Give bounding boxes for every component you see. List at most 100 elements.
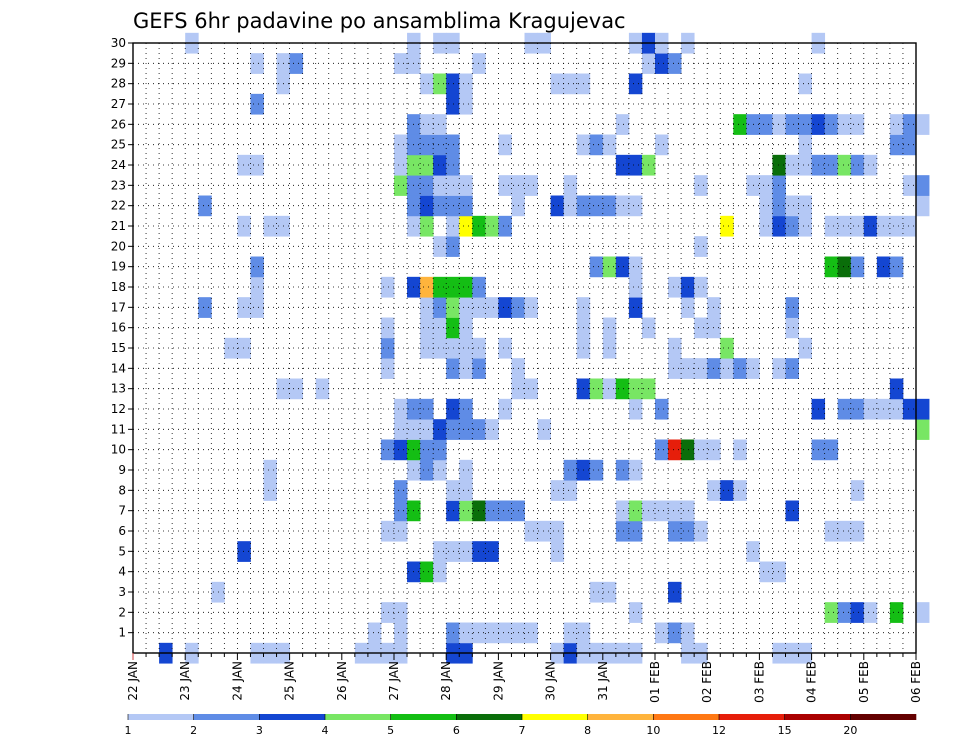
heatmap-cell [394,439,408,461]
heatmap-cell [824,439,839,461]
heatmap-cell [237,337,251,359]
legend-swatch [522,714,588,720]
heatmap-cell [420,195,434,217]
legend-label: 5 [387,724,394,737]
legend-swatch [325,714,391,720]
heatmap-cell [889,134,904,156]
heatmap-cell [772,215,786,237]
heatmap-cell [850,114,865,135]
heatmap-cell [433,297,447,318]
heatmap-cell [472,53,486,74]
y-tick-label: 1 [118,626,126,640]
y-tick-label: 12 [111,402,126,416]
heatmap-cell [759,195,773,217]
heatmap-cell [380,439,395,461]
heatmap-cell [889,256,904,278]
y-tick-label: 23 [111,178,126,192]
heatmap-cell [863,602,878,623]
heatmap-cell [446,93,460,115]
heatmap-cell [668,337,682,359]
heatmap-cell [446,215,460,237]
legend-swatch [784,714,851,720]
heatmap-cell [798,134,812,156]
heatmap-cell [420,561,434,583]
heatmap-cell [498,500,512,522]
heatmap-cell [380,358,395,379]
heatmap-cell [446,317,460,339]
heatmap-cell [394,520,408,542]
heatmap-cell [472,297,486,318]
heatmap-cell [615,520,630,542]
heatmap-cell [720,480,734,501]
heatmap-cell [615,500,630,522]
heatmap-cell [902,398,917,420]
heatmap-cell [459,297,473,318]
heatmap-cell [563,622,578,644]
heatmap-cell [550,520,565,542]
heatmap-cell [380,337,395,359]
heatmap-cell [628,256,643,278]
y-tick-label: 14 [111,361,126,375]
y-tick-label: 13 [111,382,126,396]
heatmap-cell [420,398,434,420]
heatmap-cell [485,622,499,644]
y-tick-label: 10 [111,443,126,457]
heatmap-cell [863,154,878,176]
heatmap-cell [550,73,565,95]
heatmap-cell [681,439,695,461]
heatmap-cell [798,337,812,359]
heatmap-cell [694,175,708,196]
heatmap-cell [237,215,251,237]
heatmap-cell [824,602,839,623]
heatmap-cell [681,500,695,522]
heatmap-cell [433,337,447,359]
heatmap-cell [446,276,460,298]
x-axis: 22 JAN 23 JAN 24 JAN 25 JAN 26 JAN 27 JAN 28 J… [126,653,923,703]
heatmap-cell [420,419,434,440]
heatmap-cell [902,134,917,156]
heatmap-cell [655,134,669,156]
heatmap-cell [472,622,486,644]
heatmap-cell [785,154,799,176]
heatmap-cell [902,114,917,135]
heatmap-cell [446,154,460,176]
heatmap-cell [459,622,473,644]
heatmap-cell [668,520,682,542]
heatmap-cell [550,480,565,501]
heatmap-cell [668,358,682,379]
heatmap-cell [420,134,434,156]
heatmap-cell [537,520,551,542]
heatmap-cell [628,520,643,542]
heatmap-cell [916,602,930,623]
x-tick-label: 31 JAN [596,661,610,701]
y-tick-label: 22 [111,199,126,213]
x-tick-label: 24 JAN [230,661,244,701]
heatmap-cell [615,154,630,176]
heatmap-cell [250,154,264,176]
heatmap-cell [446,175,460,196]
y-tick-label: 17 [111,300,126,314]
heatmap-cell [628,398,643,420]
heatmap-cell [759,175,773,196]
heatmap-cell [668,439,682,461]
heatmap-cell [420,297,434,318]
heatmap-cell [850,215,865,237]
heatmap-cell [446,236,460,257]
heatmap-cell [628,500,643,522]
heatmap-cell [250,53,264,74]
heatmap-cell [785,114,799,135]
heatmap-cell [459,195,473,217]
heatmap-cell [902,175,917,196]
heatmap-cell [733,480,747,501]
heatmap-cell [628,378,643,400]
heatmap-cell [459,500,473,522]
heatmap-cell [889,602,904,623]
heatmap-cell [459,73,473,95]
heatmap-cell [902,215,917,237]
heatmap-cell [433,419,447,440]
heatmap-cell [420,73,434,95]
heatmap-cell [824,114,839,135]
heatmap-cell [472,337,486,359]
heatmap-cell [681,276,695,298]
y-tick-label: 20 [111,239,126,253]
